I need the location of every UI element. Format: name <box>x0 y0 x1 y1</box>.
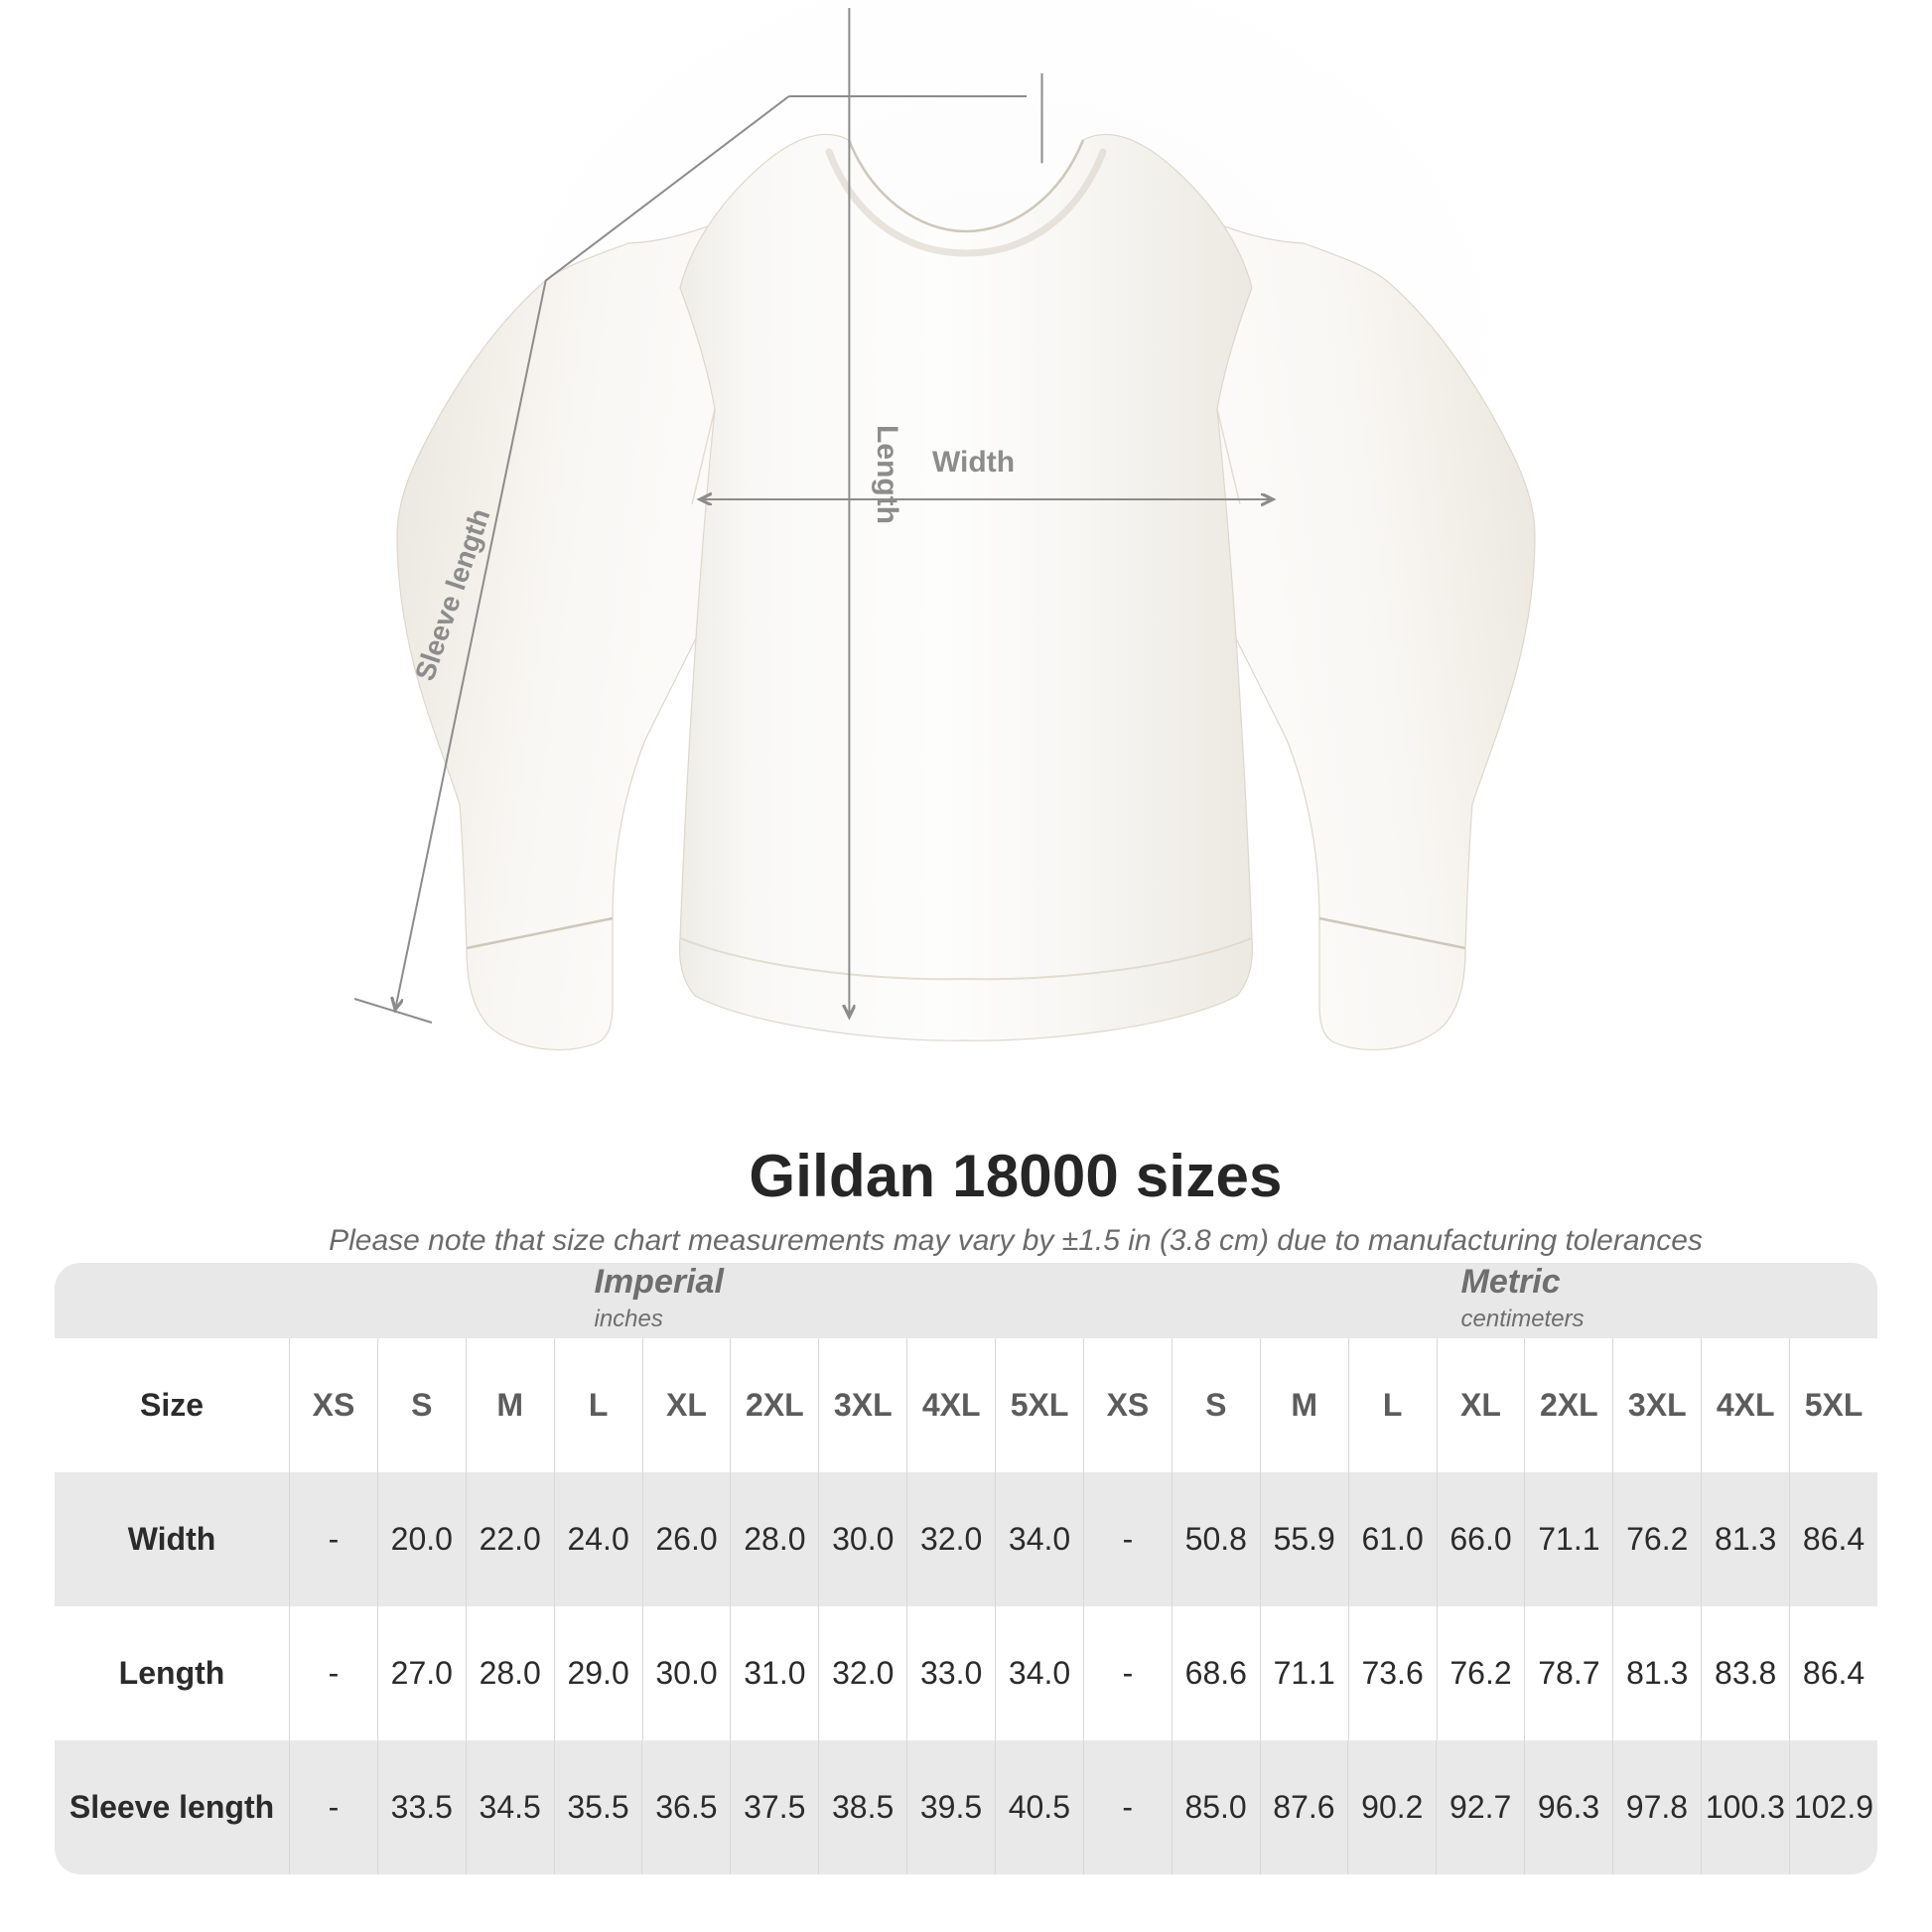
svg-text:Width: Width <box>932 446 1015 479</box>
svg-text:Length: Length <box>871 425 903 524</box>
